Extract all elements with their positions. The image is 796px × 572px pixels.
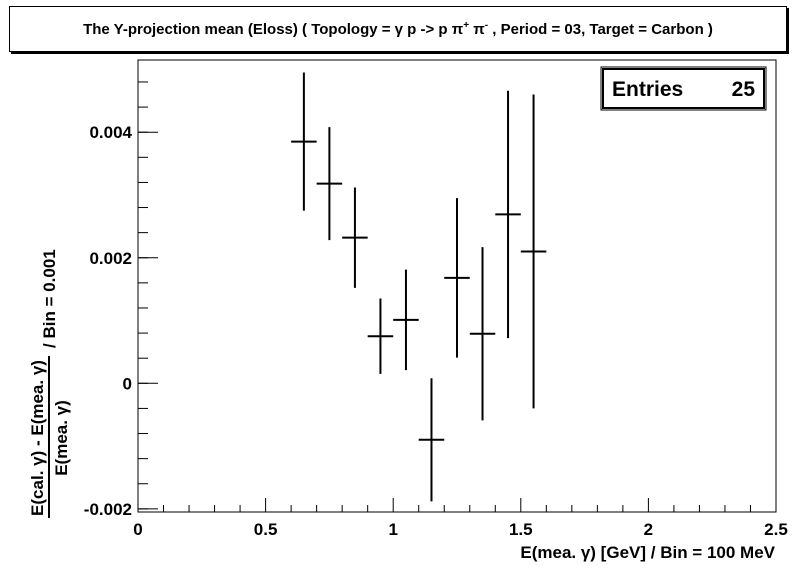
plot-title-part1: The Y-projection mean (Eloss) ( Topology… [83,21,464,38]
x-axis-tick-labels: 0 0.5 1 1.5 2 2.5 [133,520,788,539]
stats-box-frame [600,66,767,111]
plot-title-sup1: + [463,20,470,31]
stats-entries-value: 25 [732,78,756,101]
plot-frame [137,59,777,513]
plot-title: The Y-projection mean (Eloss) ( Topology… [83,20,713,38]
y-axis-tick-labels: -0.002 0 0.002 0.004 [84,123,133,519]
y-tick-label: -0.002 [84,500,132,519]
data-point [469,247,496,421]
data-point [291,72,317,211]
data-point [393,269,419,371]
data-point [495,90,521,339]
y-axis-title-denominator: E(mea. γ) [52,400,71,476]
data-point [520,94,547,409]
x-tick-label: 1 [388,520,397,539]
plot-title-sup2: - [484,20,489,31]
y-axis-title-suffix: / Bin = 0.001 [40,249,59,348]
x-tick-label: 0 [133,520,142,539]
x-axis-ticks [137,498,777,512]
y-tick-label: 0 [123,374,132,393]
data-point [444,198,470,358]
x-axis-title: E(mea. γ) [GeV] / Bin = 100 MeV [520,543,775,562]
stats-box-inner-frame [602,68,765,109]
y-axis-title-numerator: E(cal. γ) - E(mea. γ) [28,360,47,516]
x-tick-label: 1.5 [509,520,533,539]
plot-title-box: The Y-projection mean (Eloss) ( Topology… [9,6,787,52]
data-point [367,298,394,374]
data-point [342,187,368,288]
x-tick-label: 2 [644,520,653,539]
data-series [291,72,547,502]
y-axis-ticks [138,81,158,510]
x-tick-label: 2.5 [764,520,788,539]
plot-title-part2: π [469,21,485,38]
y-tick-label: 0.002 [89,249,132,268]
stats-entries-label: Entries [612,78,683,101]
y-tick-label: 0.004 [89,123,132,142]
x-tick-label: 0.5 [254,520,278,539]
stats-box: Entries 25 [600,66,767,111]
plot-title-part3: , Period = 03, Target = Carbon ) [488,21,713,38]
data-point [316,127,343,241]
y-axis-title: E(cal. γ) - E(mea. γ) E(mea. γ) / Bin = … [28,249,71,518]
data-point [418,378,445,502]
